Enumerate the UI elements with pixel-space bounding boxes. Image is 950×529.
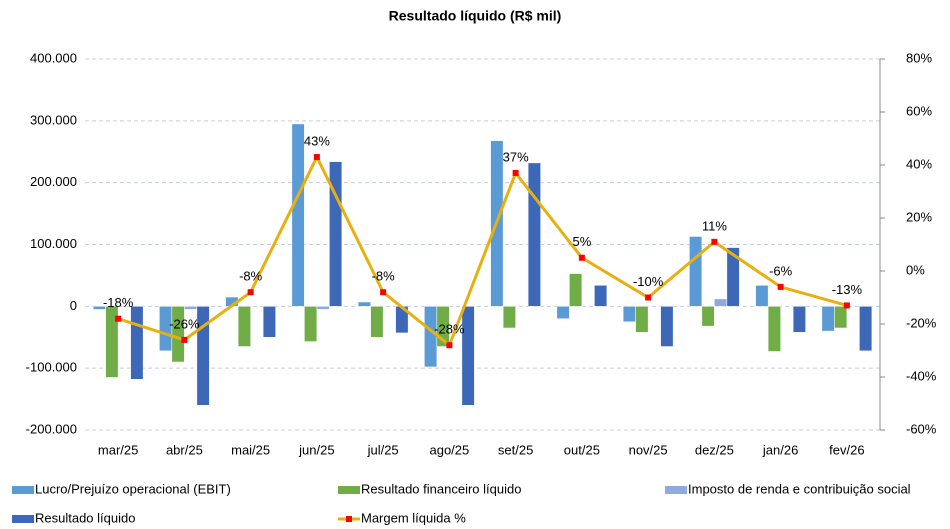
x-tick-label: set/25	[498, 442, 533, 457]
y2-tick-label: 20%	[906, 209, 932, 224]
bar	[622, 306, 636, 323]
x-tick-label: ago/25	[429, 442, 469, 457]
line	[117, 153, 848, 348]
bar	[660, 306, 674, 347]
bar	[527, 162, 541, 307]
bar	[291, 123, 305, 307]
y2-tick-label: -60%	[906, 421, 937, 436]
y2-tick-label: -20%	[906, 315, 937, 330]
legend-label: Lucro/Prejuízo operacional (EBIT)	[35, 481, 231, 496]
bar	[834, 306, 848, 329]
data-label: 11%	[702, 218, 727, 233]
bar	[502, 306, 516, 329]
data-label: -6%	[769, 263, 793, 278]
bar	[726, 247, 740, 307]
x-tick-label: mai/25	[231, 442, 270, 457]
bar	[370, 306, 384, 338]
bar	[357, 301, 371, 307]
marker	[313, 154, 320, 161]
legend-label: Margem líquida %	[361, 510, 466, 525]
bar	[105, 306, 119, 378]
bar	[821, 306, 835, 332]
bar	[635, 306, 649, 333]
bar	[556, 306, 570, 319]
marker	[115, 315, 122, 322]
legend-label: Resultado líquido	[35, 510, 135, 525]
legend-swatch	[338, 486, 360, 494]
bar	[329, 161, 343, 307]
legend-swatch	[346, 516, 352, 522]
bar	[701, 306, 715, 327]
x-tick-label: out/25	[564, 442, 600, 457]
marker	[181, 336, 188, 343]
bar	[569, 273, 583, 307]
x-tick-label: jul/25	[367, 442, 399, 457]
bar	[714, 298, 728, 307]
y-tick-label: -100.000	[26, 360, 77, 375]
data-label: -8%	[372, 269, 396, 284]
marker	[247, 289, 254, 296]
data-label: -28%	[434, 322, 465, 337]
bar	[859, 306, 873, 352]
legend-label: Imposto de renda e contribuição social	[688, 481, 911, 496]
bar	[755, 285, 769, 307]
bar	[130, 306, 144, 380]
x-tick-label: dez/25	[695, 442, 734, 457]
y2-tick-label: 80%	[906, 50, 932, 65]
y2-tick-label: 0%	[906, 262, 925, 277]
x-tick-label: jun/25	[298, 442, 334, 457]
y2-tick-label: -40%	[906, 368, 937, 383]
bar	[316, 306, 330, 310]
bar	[196, 306, 210, 406]
bar	[237, 306, 251, 347]
y2-tick-label: 40%	[906, 156, 932, 171]
x-tick-label: nov/25	[629, 442, 668, 457]
bar	[184, 306, 198, 310]
y-tick-label: 0	[70, 298, 77, 313]
bar	[767, 306, 781, 352]
marker	[843, 302, 850, 309]
x-tick-label: fev/26	[829, 442, 864, 457]
x-tick-label: mar/25	[98, 442, 138, 457]
bar	[262, 306, 276, 338]
legend-swatch	[12, 486, 34, 494]
legend-swatch	[665, 486, 687, 494]
legend-label: Resultado financeiro líquido	[361, 481, 521, 496]
marker	[645, 294, 652, 301]
bar	[792, 306, 806, 333]
data-label: 43%	[304, 133, 330, 148]
y-tick-label: 200.000	[30, 174, 77, 189]
y2-tick-label: 60%	[906, 103, 932, 118]
marker	[446, 342, 453, 349]
bar	[689, 236, 703, 307]
chart-title: Resultado líquido (R$ mil)	[389, 8, 562, 24]
data-label: -18%	[103, 295, 134, 310]
data-label: -8%	[239, 269, 263, 284]
bar	[304, 306, 318, 342]
y-tick-label: 400.000	[30, 50, 77, 65]
bar	[171, 306, 185, 363]
y-tick-label: -200.000	[26, 421, 77, 436]
x-tick-label: jan/26	[762, 442, 798, 457]
data-label: 5%	[572, 234, 591, 249]
marker	[578, 254, 585, 261]
y-tick-label: 300.000	[30, 112, 77, 127]
bar	[594, 285, 608, 307]
data-label: -26%	[169, 316, 200, 331]
data-label: 37%	[503, 149, 529, 164]
x-tick-label: abr/25	[166, 442, 203, 457]
data-label: -10%	[633, 274, 664, 289]
bar	[461, 306, 475, 406]
marker	[512, 169, 519, 176]
marker	[777, 283, 784, 290]
marker	[380, 289, 387, 296]
y-tick-label: 100.000	[30, 236, 77, 251]
data-label: -13%	[832, 282, 863, 297]
marker	[711, 238, 718, 245]
legend-swatch	[12, 515, 34, 523]
